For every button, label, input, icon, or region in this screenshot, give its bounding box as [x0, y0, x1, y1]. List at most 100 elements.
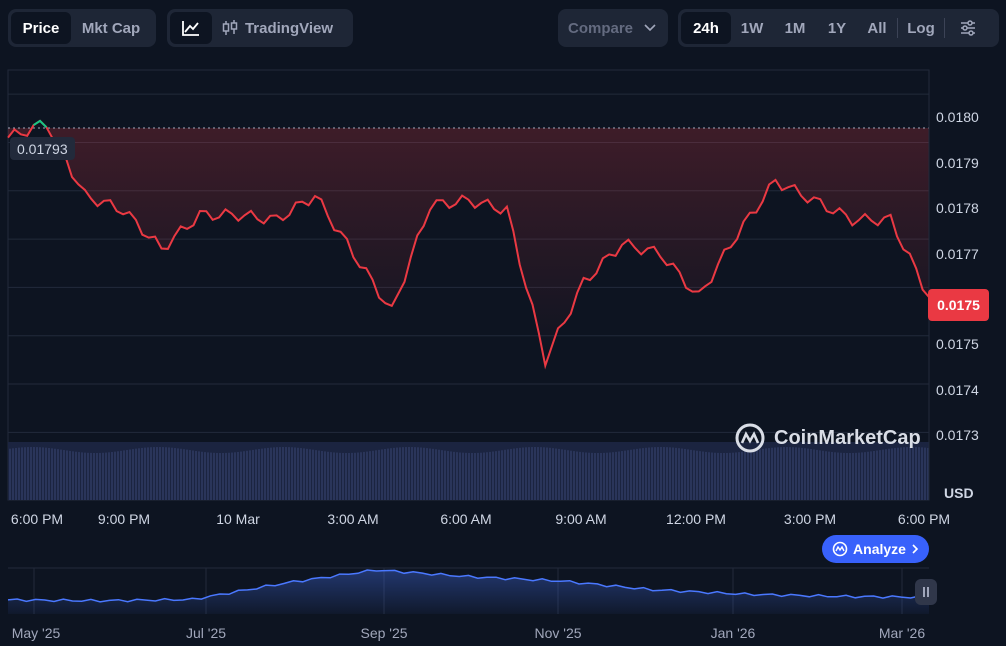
y-tick-label: 0.0179: [936, 155, 979, 171]
current-price-tag: 0.0175: [928, 289, 989, 321]
volume-bar: [534, 447, 536, 500]
volume-bar: [219, 452, 221, 500]
log-scale-button[interactable]: Log: [907, 19, 935, 37]
volume-bar: [144, 447, 146, 500]
price-chart[interactable]: [0, 68, 1006, 508]
volume-bar: [126, 449, 128, 500]
volume-bar: [717, 452, 719, 500]
volume-bar: [876, 450, 878, 500]
navigator-label: Sep '25: [360, 625, 408, 641]
volume-bar: [741, 451, 743, 500]
volume-bar: [636, 448, 638, 500]
volume-bar: [750, 450, 752, 500]
volume-bar: [390, 448, 392, 500]
volume-bar: [186, 449, 188, 500]
volume-bar: [516, 448, 518, 500]
volume-bar: [858, 452, 860, 500]
volume-bar: [672, 447, 674, 500]
volume-bar: [393, 447, 395, 500]
volume-bar: [492, 451, 494, 500]
navigator-label: Jan '26: [710, 625, 756, 641]
volume-bar: [567, 450, 569, 500]
analyze-button[interactable]: Analyze: [822, 535, 929, 563]
range-1y[interactable]: 1Y: [827, 19, 847, 37]
volume-bar: [891, 448, 893, 500]
range-toggle: 24h 1W 1M 1Y All Log: [678, 9, 999, 47]
volume-bar: [189, 450, 191, 500]
tab-price[interactable]: Price: [11, 12, 71, 44]
range-all[interactable]: All: [867, 19, 887, 37]
volume-bar: [864, 452, 866, 500]
volume-bar: [726, 452, 728, 500]
volume-bar: [180, 448, 182, 500]
pause-icon: [923, 587, 929, 597]
volume-bar: [318, 450, 320, 500]
volume-bar: [381, 449, 383, 500]
volume-bar: [102, 452, 104, 500]
compare-dropdown[interactable]: Compare: [558, 9, 668, 47]
volume-bar: [630, 449, 632, 500]
tab-mkt-cap[interactable]: Mkt Cap: [81, 19, 141, 37]
volume-bar: [414, 447, 416, 500]
volume-bar: [375, 450, 377, 500]
volume-bar: [336, 452, 338, 500]
volume-bar: [324, 451, 326, 500]
volume-bar: [732, 452, 734, 500]
volume-bar: [606, 452, 608, 500]
volume-bar: [558, 448, 560, 500]
volume-bar: [315, 450, 317, 500]
volume-bar: [633, 449, 635, 500]
x-tick-label: 9:00 PM: [97, 511, 151, 527]
volume-bar: [708, 452, 710, 500]
volume-bar: [789, 447, 791, 500]
tradingview-label: TradingView: [244, 19, 334, 37]
volume-bar: [234, 452, 236, 500]
volume-bar: [537, 447, 539, 500]
volume-bar: [444, 450, 446, 500]
volume-bar: [45, 447, 47, 500]
volume-bar: [273, 447, 275, 500]
volume-bar: [96, 452, 98, 500]
volume-bar: [306, 448, 308, 500]
volume-bar: [18, 447, 20, 500]
volume-bar: [438, 449, 440, 500]
volume-bar: [372, 450, 374, 500]
chevron-down-icon: [644, 24, 656, 32]
volume-bar: [591, 452, 593, 500]
volume-bar: [477, 452, 479, 500]
volume-bar: [366, 451, 368, 500]
volume-bar: [150, 447, 152, 500]
volume-bar: [357, 452, 359, 500]
range-24h[interactable]: 24h: [681, 12, 731, 44]
chart-settings-button[interactable]: [945, 12, 991, 44]
range-1m[interactable]: 1M: [784, 19, 806, 37]
volume-bar: [528, 447, 530, 500]
line-chart-button[interactable]: [170, 12, 212, 44]
volume-bar: [768, 448, 770, 500]
volume-bar: [756, 449, 758, 500]
range-1w[interactable]: 1W: [740, 19, 764, 37]
volume-bar: [834, 452, 836, 500]
volume-bar: [531, 447, 533, 500]
volume-bar: [882, 449, 884, 500]
tradingview-button[interactable]: TradingView: [212, 12, 342, 44]
volume-bar: [795, 447, 797, 500]
volume-bar: [117, 451, 119, 500]
volume-bar: [300, 448, 302, 500]
volume-bar: [135, 448, 137, 500]
volume-bar: [474, 452, 476, 500]
navigator-handle[interactable]: [915, 579, 937, 605]
volume-bar: [222, 452, 224, 500]
volume-bar: [168, 447, 170, 500]
volume-bar: [831, 451, 833, 500]
volume-bar: [9, 448, 11, 500]
volume-bar: [165, 447, 167, 500]
volume-bar: [663, 447, 665, 500]
time-range-navigator[interactable]: [0, 566, 1006, 618]
analyze-icon: [832, 541, 848, 557]
x-tick-label: 9:00 AM: [555, 511, 607, 527]
volume-bar: [57, 449, 59, 500]
volume-bar: [525, 447, 527, 500]
volume-bar: [804, 448, 806, 500]
navigator-area: [8, 570, 929, 614]
